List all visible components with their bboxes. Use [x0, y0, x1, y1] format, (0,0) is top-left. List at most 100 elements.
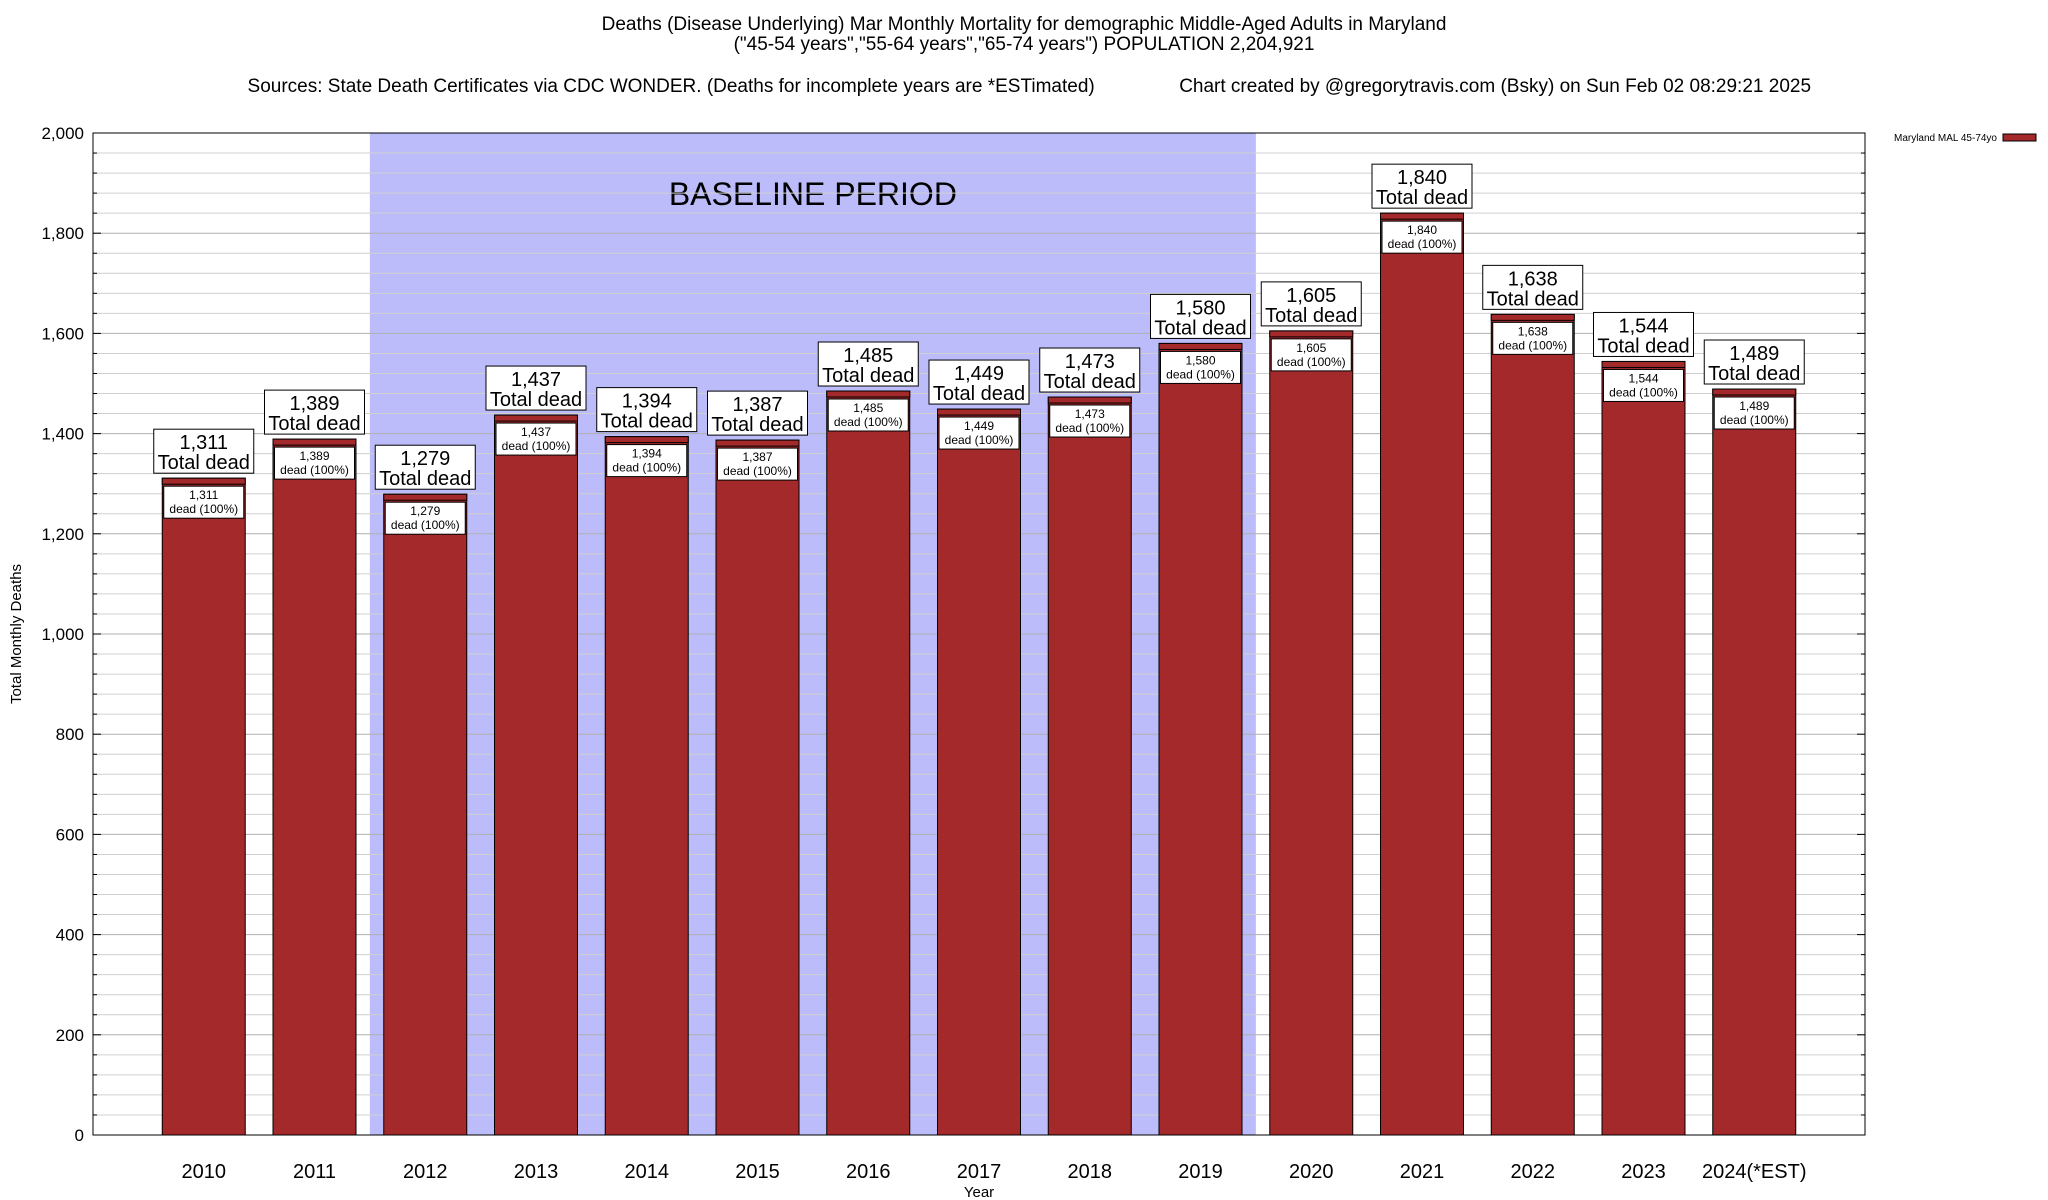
- top-value-label: 1,389: [289, 393, 339, 415]
- chart-sources-credit: Sources: State Death Certificates via CD…: [0, 54, 2048, 98]
- inner-percent-label: dead (100%): [723, 464, 792, 478]
- inner-label-box: [827, 398, 909, 432]
- top-label-box: [1039, 347, 1141, 393]
- top-total-label: Total dead: [268, 413, 360, 435]
- bar-cap-2014: [604, 436, 689, 444]
- inner-percent-label: dead (100%): [391, 518, 460, 532]
- inner-label-box: [1603, 368, 1684, 402]
- inner-label-box: [1713, 396, 1795, 430]
- top-label-box: [1371, 163, 1473, 209]
- x-tick-label: 2020: [1289, 1161, 1334, 1183]
- x-tick-label: 2018: [1068, 1161, 1113, 1183]
- inner-value-label: 1,311: [189, 488, 218, 502]
- bar-cap-2024(*EST): [1712, 388, 1797, 396]
- top-total-label: Total dead: [601, 411, 693, 433]
- x-tick-label: 2016: [846, 1161, 891, 1183]
- top-value-label: 1,638: [1508, 268, 1558, 290]
- inner-value-label: 1,840: [1407, 223, 1437, 237]
- y-tick-label: 800: [56, 725, 84, 744]
- inner-percent-label: dead (100%): [1388, 237, 1457, 251]
- top-value-label: 1,387: [732, 394, 782, 416]
- top-total-label: Total dead: [379, 468, 471, 490]
- inner-label-box: [606, 444, 688, 478]
- baseline-label: BASELINE PERIOD: [669, 176, 957, 212]
- x-tick-label: 2017: [957, 1161, 1002, 1183]
- inner-label-box: [1381, 220, 1463, 254]
- bar-cap-2018: [1047, 396, 1132, 404]
- y-tick-label: 1,000: [41, 625, 84, 644]
- top-label-box: [374, 444, 476, 490]
- inner-label-box: [717, 447, 798, 481]
- top-value-label: 1,473: [1065, 351, 1115, 373]
- bar-cap-2011: [272, 438, 357, 446]
- y-tick-label: 1,200: [41, 525, 84, 544]
- bar-2016: [826, 390, 911, 1136]
- x-tick-label: 2014: [625, 1161, 670, 1183]
- top-total-label: Total dead: [1708, 363, 1800, 385]
- top-value-label: 1,311: [179, 432, 228, 454]
- top-value-label: 1,489: [1729, 343, 1779, 365]
- y-tick-label: 1,600: [41, 324, 84, 343]
- inner-percent-label: dead (100%): [1055, 421, 1124, 435]
- inner-label-box: [384, 501, 466, 535]
- x-tick-label: 2023: [1621, 1161, 1666, 1183]
- bar-cap-2017: [937, 408, 1021, 416]
- top-total-label: Total dead: [1376, 187, 1468, 209]
- x-tick-label: 2010: [182, 1161, 227, 1183]
- bar-cap-2020: [1269, 330, 1354, 338]
- top-label-box: [1482, 264, 1584, 310]
- x-tick-label: 2022: [1511, 1161, 1556, 1183]
- top-total-label: Total dead: [1154, 317, 1246, 339]
- top-label-box: [264, 389, 365, 435]
- top-value-label: 1,485: [843, 345, 893, 367]
- inner-value-label: 1,279: [410, 504, 440, 518]
- bar-2012: [383, 493, 468, 1136]
- bar-2022: [1490, 313, 1575, 1136]
- top-value-label: 1,279: [400, 448, 450, 470]
- bar-2010: [161, 477, 246, 1136]
- inner-percent-label: dead (100%): [1277, 355, 1346, 369]
- inner-percent-label: dead (100%): [834, 415, 903, 429]
- top-label-box: [1593, 311, 1694, 357]
- top-total-label: Total dead: [711, 414, 803, 436]
- top-label-box: [1260, 281, 1362, 327]
- top-label-box: [596, 387, 698, 433]
- bar-2023: [1601, 360, 1686, 1136]
- top-value-label: 1,394: [622, 391, 672, 413]
- inner-value-label: 1,389: [299, 449, 329, 463]
- x-tick-label: 2012: [403, 1161, 448, 1183]
- inner-percent-label: dead (100%): [1720, 413, 1789, 427]
- chart-title: Deaths (Disease Underlying) Mar Monthly …: [601, 14, 1447, 35]
- inner-value-label: 1,638: [1518, 324, 1548, 338]
- bar-2013: [494, 414, 578, 1136]
- top-label-box: [817, 341, 919, 387]
- bar-2014: [604, 436, 689, 1136]
- inner-percent-label: dead (100%): [502, 439, 571, 453]
- bar-2018: [1047, 396, 1132, 1136]
- top-label-box: [707, 390, 808, 436]
- bar-cap-2012: [383, 493, 468, 501]
- inner-label-box: [163, 485, 245, 519]
- top-label-box: [485, 365, 587, 411]
- legend-label: Maryland MAL 45-74yo: [1894, 133, 1997, 144]
- top-total-label: Total dead: [1044, 371, 1136, 393]
- bar-2024(*EST): [1712, 388, 1797, 1136]
- top-value-label: 1,437: [511, 369, 561, 391]
- top-label-box: [928, 359, 1030, 405]
- inner-value-label: 1,387: [742, 450, 772, 464]
- top-total-label: Total dead: [1487, 288, 1579, 310]
- bar-cap-2022: [1490, 313, 1575, 321]
- inner-label-box: [938, 416, 1020, 450]
- inner-value-label: 1,489: [1739, 399, 1769, 413]
- inner-label-box: [1270, 338, 1352, 372]
- x-tick-label: 2015: [735, 1161, 780, 1183]
- legend-swatch: [2002, 133, 2037, 142]
- top-value-label: 1,544: [1618, 315, 1668, 337]
- y-tick-label: 2,000: [41, 124, 84, 143]
- top-value-label: 1,449: [954, 363, 1004, 385]
- x-tick-label: 2019: [1178, 1161, 1223, 1183]
- top-label-box: [1703, 339, 1805, 385]
- top-total-label: Total dead: [1265, 305, 1357, 327]
